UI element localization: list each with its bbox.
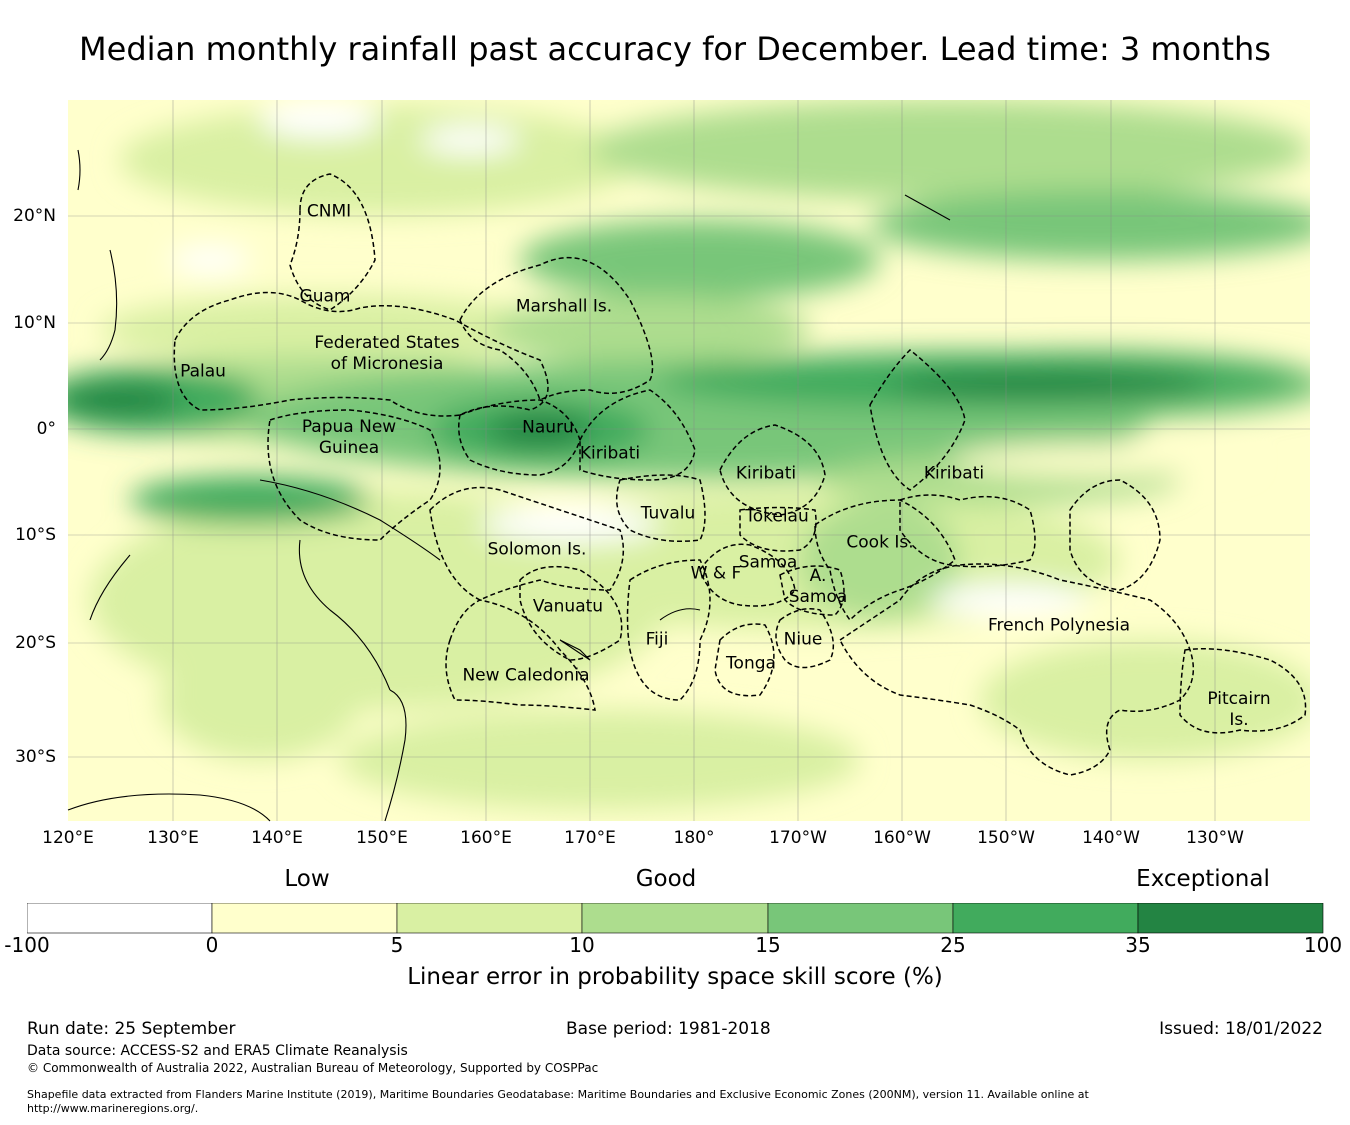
colorbar-swatch [27, 903, 213, 934]
region-label: Guam [299, 286, 351, 307]
lon-label-130w: 130°W [1186, 828, 1244, 848]
lat-label-10s: 10°S [15, 525, 56, 545]
colorbar-swatch [211, 903, 398, 934]
coastlines [67, 149, 951, 822]
region-label: Fiji [645, 629, 669, 650]
region-label: Kiribati [923, 463, 985, 484]
lon-label-170e: 170°E [564, 828, 616, 848]
eez-boundaries [173, 173, 1307, 776]
colorbar-tick: 15 [755, 933, 781, 957]
chart-title: Median monthly rainfall past accuracy fo… [79, 30, 1271, 68]
colorbar-tick: 100 [1303, 933, 1343, 957]
lat-label-0: 0° [36, 419, 56, 439]
lon-label-150w: 150°W [977, 828, 1035, 848]
region-label: Tonga [726, 653, 776, 674]
region-label: A. Samoa [788, 566, 848, 607]
region-label: Kiribati [735, 463, 797, 484]
region-label: Kiribati [579, 443, 641, 464]
colorbar-swatch [396, 903, 583, 934]
region-label: Palau [180, 361, 226, 382]
graticule [68, 100, 1310, 821]
lon-label-150e: 150°E [356, 828, 408, 848]
lat-label-30s: 30°S [15, 747, 56, 767]
region-label: Samoa [738, 552, 798, 573]
region-label: Papua New Guinea [301, 417, 397, 458]
lon-label-140w: 140°W [1082, 828, 1140, 848]
colorbar-tick: -100 [4, 933, 50, 957]
lon-label-160e: 160°E [460, 828, 512, 848]
shapefile-credit: Shapefile data extracted from Flanders M… [27, 1088, 1089, 1101]
lon-label-180: 180° [673, 828, 715, 848]
region-label: CNMI [306, 201, 352, 222]
skill-field [68, 100, 1310, 821]
region-label: Solomon Is. [487, 539, 587, 560]
colorbar-swatch [581, 903, 769, 934]
data-source: Data source: ACCESS-S2 and ERA5 Climate … [27, 1043, 408, 1059]
region-label: Vanuatu [532, 596, 604, 617]
colorbar-swatches [27, 903, 1324, 934]
colorbar-swatch [952, 903, 1139, 934]
lat-label-20s: 20°S [15, 633, 56, 653]
lon-label-160w: 160°W [873, 828, 931, 848]
region-label: Niue [783, 629, 823, 650]
region-label: Marshall Is. [515, 296, 613, 317]
colorbar-tick: 0 [205, 933, 219, 957]
colorbar-swatch [767, 903, 954, 934]
region-label: Tuvalu [640, 503, 696, 524]
lon-label-120e: 120°E [42, 828, 94, 848]
colorbar-tick: 10 [569, 933, 595, 957]
colorbar-category-low: Low [284, 866, 330, 892]
region-label: French Polynesia [988, 615, 1130, 636]
colorbar-label: Linear error in probability space skill … [407, 964, 943, 990]
region-label: New Caledonia [462, 665, 590, 686]
lon-label-170w: 170°W [769, 828, 827, 848]
region-label: Tokelau [745, 506, 809, 527]
region-label: Nauru [522, 417, 574, 438]
colorbar-category-good: Good [635, 866, 697, 892]
region-label: W & F [690, 563, 742, 584]
colorbar-tick: 35 [1125, 933, 1151, 957]
issued-date: Issued: 18/01/2022 [1159, 1019, 1323, 1039]
run-date: Run date: 25 September [27, 1019, 236, 1039]
region-label: Pitcairn Is. [1207, 689, 1271, 730]
base-period: Base period: 1981-2018 [566, 1019, 771, 1039]
lon-label-140e: 140°E [251, 828, 303, 848]
lat-label-10n: 10°N [13, 313, 56, 333]
lon-label-130e: 130°E [147, 828, 199, 848]
copyright: © Commonwealth of Australia 2022, Austra… [27, 1061, 599, 1075]
colorbar-swatch [1137, 903, 1324, 934]
lat-label-20n: 20°N [13, 206, 56, 226]
colorbar-tick: 5 [390, 933, 404, 957]
shapefile-url[interactable]: http://www.marineregions.org/. [27, 1102, 199, 1115]
colorbar-category-exceptional: Exceptional [1136, 866, 1270, 892]
region-label: Federated States of Micronesia [314, 333, 460, 374]
colorbar-tick: 25 [940, 933, 966, 957]
region-label: Cook Is. [846, 532, 914, 553]
